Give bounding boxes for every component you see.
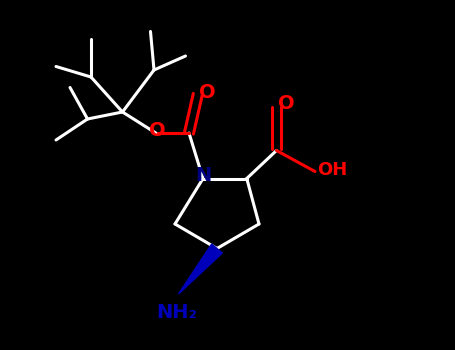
Text: O: O [149,121,166,140]
Text: O: O [199,83,216,102]
Polygon shape [178,244,222,294]
Text: O: O [278,94,294,113]
Text: N: N [195,166,211,185]
Text: OH: OH [318,161,348,180]
Text: NH₂: NH₂ [156,303,197,322]
